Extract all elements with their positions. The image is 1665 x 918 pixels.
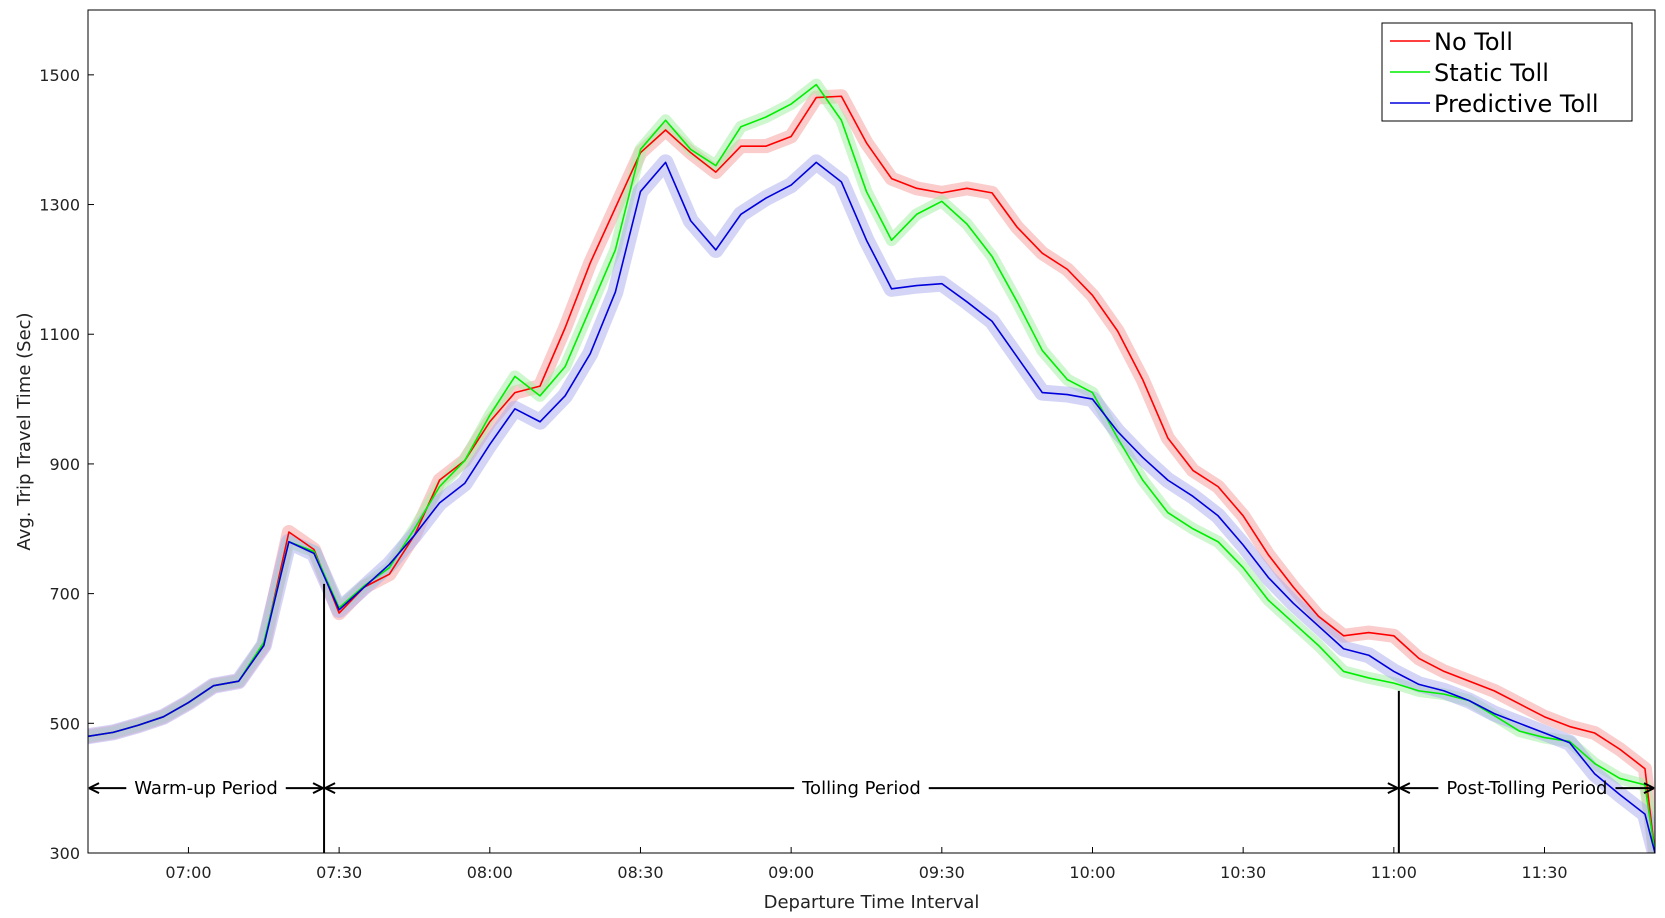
x-tick-label-8: 10:30 <box>1220 863 1266 882</box>
x-tick-label-9: 11:00 <box>1371 863 1417 882</box>
series-line-2 <box>88 83 1655 853</box>
y-tick-label-6: 1300 <box>39 196 80 215</box>
legend: No Toll Static Toll Predictive Toll <box>1381 22 1633 122</box>
legend-label-1: No Toll <box>1434 28 1513 56</box>
y-tick-label-1: 300 <box>49 844 80 863</box>
x-tick-label-7: 10:00 <box>1069 863 1115 882</box>
plot-frame <box>87 9 1656 854</box>
y-axis-label: Avg. Trip Travel Time (Sec) <box>14 312 35 550</box>
arrow-head <box>88 782 100 795</box>
period-label-1: Warm-up Period <box>134 778 277 799</box>
x-tick-label-10: 11:30 <box>1521 863 1567 882</box>
series-line-3 <box>88 161 1655 853</box>
y-tick-label-5: 1100 <box>39 325 80 344</box>
period-label-2: Tolling Period <box>801 778 921 799</box>
y-tick-label-7: 1500 <box>39 66 80 85</box>
period-annotations: Warm-up Period Tolling Period Post-Tolling… <box>88 583 1655 853</box>
x-tick-label-6: 09:30 <box>919 863 965 882</box>
x-tick-label-2: 07:30 <box>316 863 362 882</box>
band-3 <box>88 154 1655 853</box>
legend-label-3: Predictive Toll <box>1434 90 1599 118</box>
x-tick-label-1: 07:00 <box>165 863 211 882</box>
x-tick-label-3: 08:00 <box>467 863 513 882</box>
arrow-head <box>324 782 336 795</box>
arrow-head <box>1387 782 1399 795</box>
arrow-head <box>1643 782 1655 795</box>
x-tick-label-5: 09:00 <box>768 863 814 882</box>
arrow-head <box>1399 782 1411 795</box>
y-tick-label-2: 500 <box>49 714 80 733</box>
x-tick-label-4: 08:30 <box>617 863 663 882</box>
legend-label-2: Static Toll <box>1434 59 1549 87</box>
period-label-3: Post-Tolling Period <box>1446 778 1607 799</box>
series-lines <box>88 83 1655 853</box>
arrow-head <box>312 782 324 795</box>
x-axis-label: Departure Time Interval <box>764 892 980 913</box>
series-line-1 <box>88 95 1655 853</box>
axes: 300 500 700 900 1100 1300 1500 07:00 07:30 08:00 0… <box>14 9 1656 913</box>
y-tick-label-3: 700 <box>49 585 80 604</box>
y-tick-label-4: 900 <box>49 455 80 474</box>
